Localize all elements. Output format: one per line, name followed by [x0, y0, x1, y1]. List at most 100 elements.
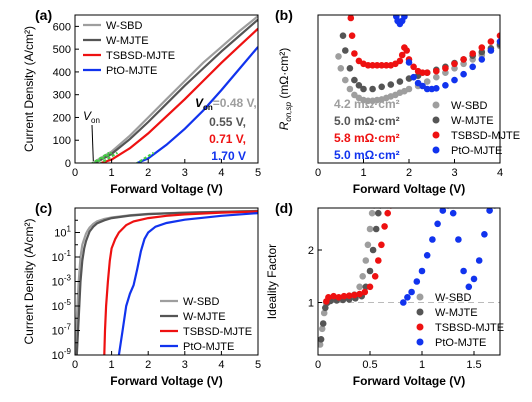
data-point: [400, 299, 407, 306]
data-point: [418, 267, 426, 275]
von-value: =0.48 V,: [213, 96, 257, 110]
legend: W-SBD W-MJTE TSBSD-MJTE PtO-MJTE: [416, 292, 504, 349]
data-point: [434, 220, 441, 228]
data-point: [369, 85, 376, 93]
legend-label: W-SBD: [435, 292, 472, 304]
data-point: [451, 76, 458, 84]
data-point: [347, 15, 355, 22]
data-point: [469, 50, 477, 57]
y-tick-label: 101: [54, 225, 71, 240]
legend-label: W-MJTE: [183, 311, 226, 323]
data-point: [487, 47, 495, 54]
legend: W-SBD W-MJTE TSBSD-MJTE PtO-MJTE: [160, 296, 252, 353]
y-tick-label: 600: [53, 21, 71, 33]
data-point: [346, 65, 354, 72]
data-point: [423, 85, 431, 93]
data-point: [469, 63, 477, 71]
von-value: 0.55 V,: [209, 115, 246, 129]
y-tick-label: 400: [53, 67, 71, 79]
data-point: [410, 63, 417, 71]
series-line-PtO-MJTE: [117, 212, 258, 355]
panel-label: (d): [275, 200, 293, 216]
data-point: [396, 57, 404, 65]
x-tick-label: 4: [218, 167, 224, 179]
ron-annotation: 5.0 mΩ·cm²: [334, 114, 400, 128]
von-head-sub: on: [203, 103, 213, 112]
tick-exp: -9: [64, 347, 72, 356]
data-point: [318, 325, 326, 333]
data-point: [475, 257, 483, 264]
legend-label: PtO-MJTE: [106, 65, 157, 77]
data-point: [366, 225, 374, 233]
data-point: [496, 38, 500, 45]
y-tick-label: 10-1: [52, 249, 72, 264]
data-point: [359, 273, 367, 280]
legend-label: W-MJTE: [435, 307, 478, 319]
x-tick-label: 2: [145, 167, 151, 179]
series-line-TSBSD-MJTE: [100, 27, 258, 163]
x-tick-label: 1: [360, 167, 366, 179]
data-point: [439, 208, 447, 214]
data-point: [398, 51, 406, 59]
panel-label: (c): [35, 200, 52, 216]
panel-label: (a): [35, 7, 52, 23]
x-axis-label: Forward Voltage (V): [110, 374, 222, 388]
data-point: [371, 273, 379, 280]
data-point: [355, 82, 363, 89]
data-point: [405, 59, 413, 66]
x-tick-label: 1.5: [466, 359, 481, 371]
legend-marker: [432, 146, 440, 154]
axes-frame: [317, 207, 501, 356]
data-point: [372, 225, 380, 233]
fit-line: [93, 151, 113, 163]
legend-marker: [416, 293, 424, 301]
y-tick-label: 100: [53, 135, 71, 147]
legend-marker: [432, 116, 440, 124]
y-label-sub: on,sp: [284, 101, 293, 121]
data-point: [496, 32, 500, 39]
y-tick-label: 10-3: [52, 274, 72, 289]
tick-exp: -3: [64, 274, 72, 283]
y-axis-label: Current Density (A/cm²): [22, 26, 36, 152]
data-point: [322, 304, 329, 312]
data-point: [460, 56, 467, 63]
data-point: [340, 292, 348, 300]
data-point: [451, 60, 458, 68]
data-point: [330, 292, 337, 300]
y-tick-label: 300: [53, 90, 71, 102]
x-tick-label: 3: [451, 167, 457, 179]
data-point: [419, 69, 426, 76]
data-point: [351, 76, 358, 84]
legend-label: W-SBD: [451, 100, 488, 112]
data-point: [319, 320, 327, 327]
tick-base: 10: [52, 277, 64, 289]
tick-base: 10: [52, 301, 64, 313]
x-tick-label: 3: [182, 167, 188, 179]
legend-marker: [416, 323, 424, 331]
data-point: [364, 241, 372, 249]
fit-line: [98, 151, 119, 163]
tick-exp: 1: [67, 225, 72, 234]
legend-label: PtO-MJTE: [451, 145, 502, 157]
legend-label: TSBSD-MJTE: [183, 326, 252, 338]
plot-area: [335, 15, 500, 105]
tick-base: 10: [54, 228, 66, 240]
data-point: [356, 283, 363, 291]
tick-exp: -5: [64, 298, 72, 307]
data-point: [368, 209, 376, 217]
data-point: [401, 15, 408, 20]
x-tick-label: 0: [315, 359, 321, 371]
data-point: [413, 278, 421, 285]
legend-label: W-MJTE: [451, 115, 494, 127]
x-tick-label: 1: [419, 359, 425, 371]
fit-line: [90, 151, 110, 163]
y-axis-label: Current Density (A/cm²): [22, 218, 36, 344]
data-point: [442, 82, 449, 89]
data-point: [465, 283, 473, 291]
plot-area: [75, 209, 258, 355]
data-point: [481, 231, 488, 238]
data-point: [339, 32, 347, 39]
data-point: [378, 241, 385, 249]
legend-label: PtO-MJTE: [435, 337, 486, 349]
